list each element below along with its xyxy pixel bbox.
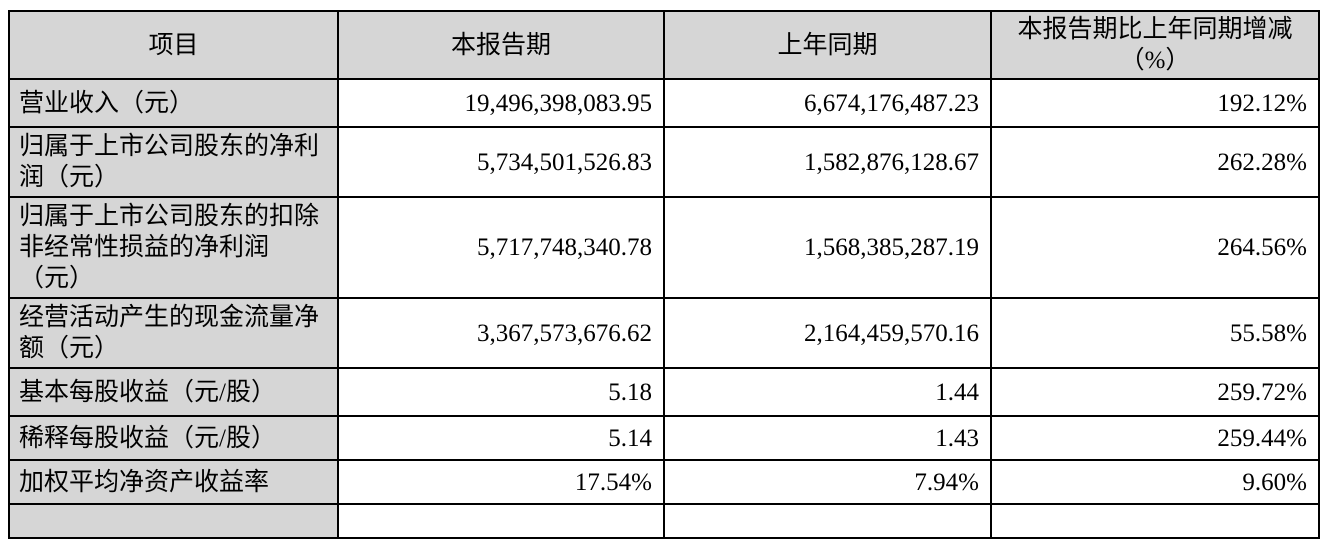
financial-summary-table: 项目 本报告期 上年同期 本报告期比上年同期增减 （%） 营业收入（元） 19,… [8, 10, 1320, 539]
column-header-prior: 上年同期 [663, 10, 992, 80]
row-current-value: 19,496,398,083.95 [337, 78, 665, 128]
row-item-label: 经营活动产生的现金流量净 额（元） [8, 297, 339, 369]
table-row-net-profit: 归属于上市公司股东的净利 润（元） 5,734,501,526.83 1,582… [8, 126, 1320, 198]
column-header-current: 本报告期 [337, 10, 665, 80]
row-item-label: 归属于上市公司股东的扣除 非经常性损益的净利润 （元） [8, 196, 339, 299]
table-row-partial-clipped [8, 503, 1320, 539]
table-row-weighted-avg-roe: 加权平均净资产收益率 17.54% 7.94% 9.60% [8, 459, 1320, 505]
row-change-value: 259.44% [990, 415, 1320, 461]
row-current-value: 5.14 [337, 415, 665, 461]
row-item-label: 营业收入（元） [8, 78, 339, 128]
row-item-label: 加权平均净资产收益率 [8, 459, 339, 505]
table-row-operating-revenue: 营业收入（元） 19,496,398,083.95 6,674,176,487.… [8, 78, 1320, 128]
row-prior-value: 1.43 [663, 415, 992, 461]
header-row: 项目 本报告期 上年同期 本报告期比上年同期增减 （%） [8, 10, 1320, 80]
table-row-diluted-eps: 稀释每股收益（元/股） 5.14 1.43 259.44% [8, 415, 1320, 461]
table-row-operating-cash-flow: 经营活动产生的现金流量净 额（元） 3,367,573,676.62 2,164… [8, 297, 1320, 369]
financial-summary-table-container: 项目 本报告期 上年同期 本报告期比上年同期增减 （%） 营业收入（元） 19,… [8, 10, 1320, 539]
row-prior-value: 1.44 [663, 367, 992, 417]
row-change-value: 9.60% [990, 459, 1320, 505]
row-current-value: 17.54% [337, 459, 665, 505]
row-current-value: 5,734,501,526.83 [337, 126, 665, 198]
row-prior-value: 6,674,176,487.23 [663, 78, 992, 128]
row-change-value: 55.58% [990, 297, 1320, 369]
row-prior-value: 1,582,876,128.67 [663, 126, 992, 198]
row-change-value: 259.72% [990, 367, 1320, 417]
row-item-label: 归属于上市公司股东的净利 润（元） [8, 126, 339, 198]
column-header-change: 本报告期比上年同期增减 （%） [990, 10, 1320, 80]
row-item-label: 基本每股收益（元/股） [8, 367, 339, 417]
row-change-value: 192.12% [990, 78, 1320, 128]
table-row-net-profit-excl-nonrecurring: 归属于上市公司股东的扣除 非经常性损益的净利润 （元） 5,717,748,34… [8, 196, 1320, 299]
row-change-value: 262.28% [990, 126, 1320, 198]
row-current-value: 5,717,748,340.78 [337, 196, 665, 299]
row-item-label: 稀释每股收益（元/股） [8, 415, 339, 461]
row-prior-value: 7.94% [663, 459, 992, 505]
row-prior-value: 1,568,385,287.19 [663, 196, 992, 299]
row-current-value: 5.18 [337, 367, 665, 417]
row-current-value: 3,367,573,676.62 [337, 297, 665, 369]
row-change-value: 264.56% [990, 196, 1320, 299]
table-row-basic-eps: 基本每股收益（元/股） 5.18 1.44 259.72% [8, 367, 1320, 417]
row-prior-value: 2,164,459,570.16 [663, 297, 992, 369]
column-header-item: 项目 [8, 10, 339, 80]
row-item-label [8, 503, 339, 539]
